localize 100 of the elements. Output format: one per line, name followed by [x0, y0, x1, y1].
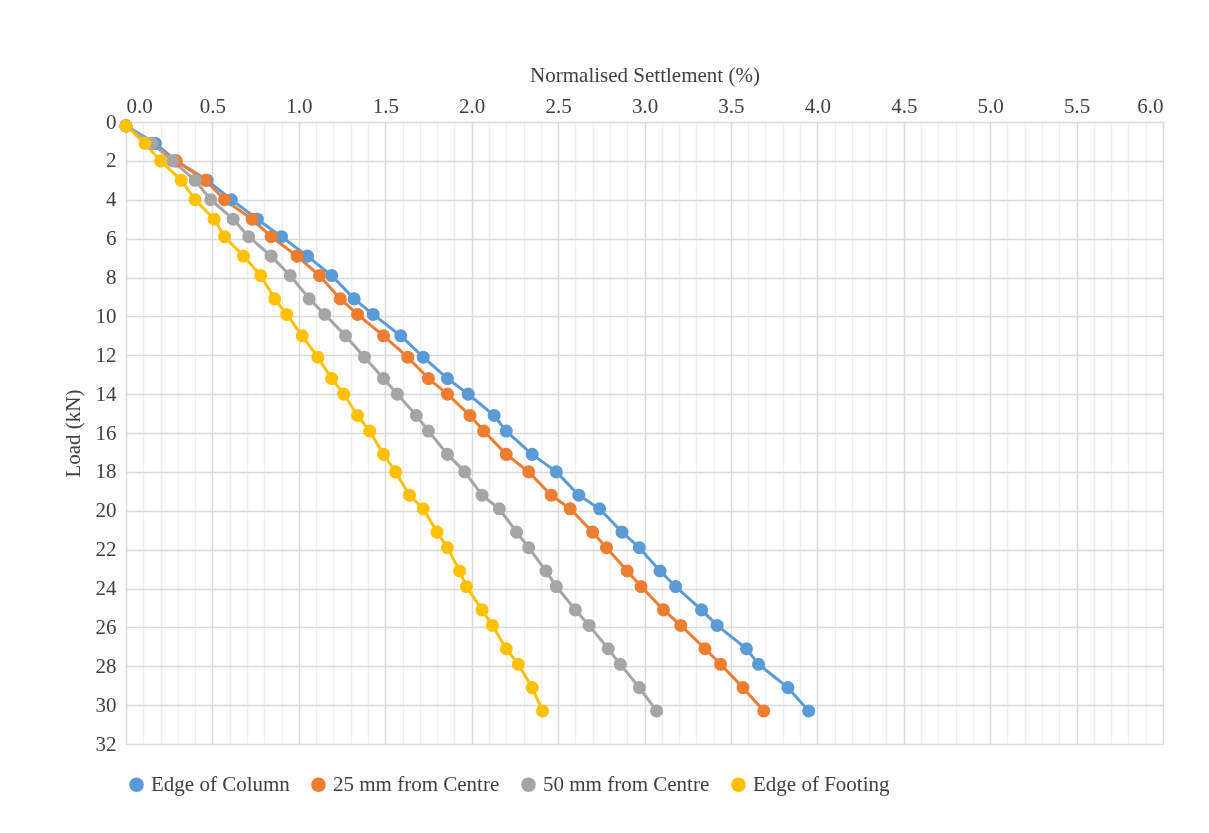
point: [416, 350, 430, 364]
point: [522, 541, 536, 555]
point: [409, 409, 423, 423]
point: [522, 465, 536, 479]
y-tick-label: 8: [106, 265, 117, 289]
point: [218, 230, 232, 244]
legend-label: Edge of Column: [151, 771, 291, 796]
point: [485, 618, 499, 632]
point: [347, 292, 361, 306]
point: [295, 329, 309, 343]
point: [338, 329, 353, 343]
point: [563, 502, 577, 516]
x-tick-label: 0.0: [126, 93, 153, 118]
point: [401, 350, 415, 364]
point: [366, 307, 380, 321]
point: [325, 269, 339, 283]
point: [620, 564, 634, 578]
point: [477, 424, 491, 438]
x-tick-label: 4.5: [891, 93, 918, 118]
point: [499, 642, 513, 656]
point: [188, 193, 202, 207]
point: [615, 525, 629, 539]
legend-label: 50 mm from Centre: [543, 771, 710, 796]
x-tick-label: 0.5: [199, 93, 227, 118]
point: [430, 525, 444, 539]
point: [242, 230, 256, 244]
x-tick-label: 5.0: [977, 93, 1004, 118]
point: [363, 424, 377, 438]
point: [710, 618, 724, 632]
point: [613, 657, 627, 671]
y-tick-label: 14: [95, 381, 117, 406]
point: [394, 329, 408, 343]
point: [499, 424, 513, 438]
y-tick-label: 16: [95, 420, 117, 445]
point: [357, 350, 372, 364]
point: [318, 307, 332, 321]
x-tick-label: 3.5: [718, 93, 745, 118]
legend-label: Edge of Footing: [753, 771, 890, 796]
point: [245, 212, 259, 226]
point: [459, 580, 473, 594]
y-tick-label: 10: [95, 303, 117, 328]
point: [511, 657, 525, 671]
point: [313, 269, 327, 283]
point: [254, 269, 268, 283]
y-tick-label: 12: [95, 342, 117, 367]
point: [207, 212, 221, 226]
point: [572, 488, 586, 502]
point: [440, 372, 454, 386]
y-tick-label: 20: [95, 498, 117, 523]
y-tick-label: 18: [95, 459, 117, 484]
y-tick-label: 24: [95, 576, 117, 600]
point: [218, 193, 232, 207]
y-tick-label: 22: [95, 537, 117, 562]
point: [463, 409, 477, 423]
point: [536, 704, 550, 718]
point: [781, 681, 795, 695]
point: [634, 580, 648, 594]
x-tick-label: 2.5: [545, 93, 572, 118]
point: [440, 447, 454, 461]
y-tick-label: 32: [95, 731, 117, 756]
point: [475, 488, 489, 502]
point: [421, 372, 435, 386]
point: [650, 704, 664, 718]
x-tick-label: 3.0: [631, 93, 659, 118]
point: [593, 502, 607, 516]
y-tick-label: 2: [106, 148, 117, 173]
point: [174, 173, 188, 187]
point: [138, 136, 152, 150]
point: [632, 681, 646, 695]
point: [739, 642, 753, 656]
point: [544, 488, 558, 502]
point: [601, 642, 615, 656]
point: [264, 230, 278, 244]
x-tick-label: 1.5: [372, 93, 399, 118]
point: [389, 465, 403, 479]
point: [582, 618, 596, 632]
point: [337, 387, 351, 401]
point: [377, 329, 391, 343]
point: [421, 424, 435, 438]
point: [752, 657, 766, 671]
point: [461, 387, 475, 401]
point: [280, 307, 294, 321]
y-tick-label: 0: [106, 109, 117, 134]
point: [757, 704, 771, 718]
point: [453, 564, 467, 578]
point: [475, 603, 489, 617]
point: [264, 249, 278, 263]
x-tick-label: 4.0: [804, 93, 831, 118]
point: [656, 603, 671, 617]
point: [226, 212, 240, 226]
point: [568, 603, 582, 617]
x-tick-label: 6.0: [1137, 93, 1164, 118]
point: [402, 488, 416, 502]
point: [674, 618, 688, 632]
point: [736, 681, 750, 695]
point: [549, 580, 563, 594]
legend-label: 25 mm from Centre: [333, 771, 500, 796]
point: [802, 704, 816, 718]
point: [351, 307, 365, 321]
x-tick-label: 1.0: [286, 93, 313, 118]
